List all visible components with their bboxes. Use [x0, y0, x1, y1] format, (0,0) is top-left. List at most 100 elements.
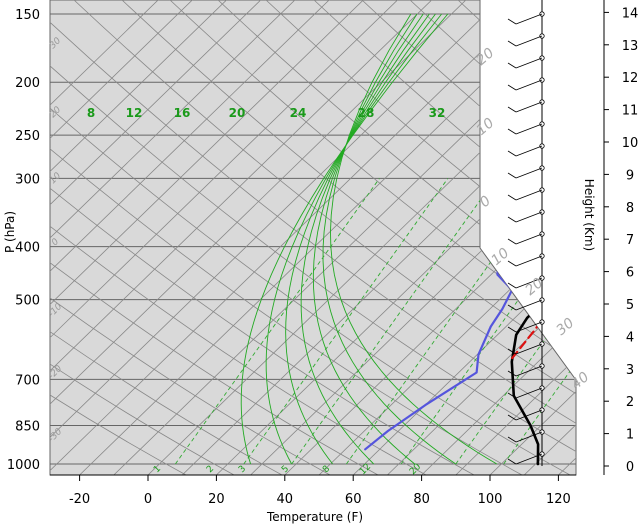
mixing-ratio-line — [345, 178, 551, 465]
dry-adiabat — [50, 0, 523, 475]
dry-adiabat — [265, 0, 576, 475]
wind-barb-flag — [507, 172, 517, 179]
wind-barb — [515, 343, 543, 355]
wind-barb — [515, 299, 543, 311]
isotherm-line — [50, 0, 312, 475]
x-tick-label: 80 — [413, 492, 430, 507]
x-tick-label: -20 — [69, 492, 90, 507]
dry-adiabat — [50, 0, 427, 475]
pressure-tick-label: 300 — [15, 172, 40, 187]
wind-barb — [515, 123, 543, 135]
mixing-ratio-small-label: 3 — [237, 464, 248, 475]
x-tick-label: 0 — [144, 492, 152, 507]
height-tick-label: 12 — [622, 71, 639, 86]
isotherm-line — [50, 0, 380, 475]
height-tick-label: 3 — [626, 363, 634, 378]
dry-adiabat — [361, 0, 576, 475]
pressure-tick-label: 850 — [15, 419, 40, 434]
wind-barb-flag — [507, 436, 517, 443]
dry-adiabat — [121, 0, 576, 475]
height-tick-label: 1 — [626, 428, 634, 443]
height-tick-label: 4 — [626, 330, 634, 345]
dry-adiabat — [50, 0, 235, 475]
wind-barb — [515, 145, 543, 157]
wind-barb-flag — [507, 370, 517, 377]
height-tick-label: 9 — [626, 168, 634, 183]
wind-barbs — [507, 0, 545, 466]
wind-barb-flag — [507, 326, 517, 333]
isotherm-line — [50, 0, 517, 475]
wind-barb — [515, 79, 543, 91]
wind-barb — [515, 57, 543, 69]
mixing-ratio-small-label: 1 — [152, 464, 163, 475]
wind-barb — [515, 431, 543, 443]
height-tick-label: 13 — [622, 39, 639, 54]
mixing-ratio-line — [174, 178, 380, 465]
moist-adiabat — [330, 13, 498, 465]
isotherm-line — [113, 0, 576, 475]
moist-adiabat — [300, 13, 430, 465]
isotherm-line — [387, 0, 576, 475]
wind-barb-flag — [507, 150, 517, 157]
mixing-ratio-line — [400, 178, 576, 465]
wind-barb-flag — [507, 282, 517, 289]
x-tick-label: 60 — [345, 492, 362, 507]
height-tick-label: 10 — [622, 136, 639, 151]
wind-barb — [515, 277, 543, 289]
wind-barb — [515, 365, 543, 377]
isotherm-line — [50, 0, 414, 475]
isotherm-line — [50, 0, 449, 475]
wind-barb — [515, 233, 543, 245]
wind-barb-flag — [507, 106, 517, 113]
wind-barb-flag — [507, 414, 517, 421]
dry-adiabat — [50, 0, 475, 475]
wind-barb — [515, 255, 543, 267]
isotherm-line — [50, 0, 346, 475]
height-tick-label: 8 — [626, 201, 634, 216]
wind-barb-flag — [507, 62, 517, 69]
pressure-tick-label: 400 — [15, 241, 40, 256]
dry-adiabat — [50, 0, 576, 475]
dry-adiabat — [50, 0, 283, 475]
y-axis-title: P (hPa) — [3, 211, 17, 253]
wind-barb-flag — [507, 348, 517, 355]
pressure-tick-label: 700 — [15, 373, 40, 388]
isotherm-line — [50, 0, 243, 475]
wind-dot — [539, 253, 545, 259]
dry-adiabat — [73, 0, 576, 475]
wind-barb — [515, 321, 543, 333]
mixing-ratio-line — [291, 178, 497, 465]
dry-adiabat — [313, 0, 576, 475]
dry-adiabat — [50, 0, 571, 475]
wind-barb — [515, 189, 543, 201]
isotherm-line — [50, 0, 551, 475]
wind-barb-flag — [507, 238, 517, 245]
mixing-ratio-label: 20 — [229, 106, 246, 120]
wind-barb-flag — [507, 304, 517, 311]
moist-adiabat — [265, 13, 442, 465]
height-tick-label: 2 — [626, 395, 634, 410]
wind-barb — [515, 35, 543, 47]
wind-barb-flag — [507, 194, 517, 201]
isotherm-line — [181, 0, 576, 475]
moist-adiabat — [312, 13, 424, 465]
isotherm-line — [318, 0, 576, 475]
moist-adiabat — [240, 13, 449, 465]
height-tick-label: 6 — [626, 266, 634, 281]
mixing-ratio-line — [243, 178, 449, 465]
isotherm-line — [147, 0, 576, 475]
dry-adiabat — [50, 0, 331, 475]
x-axis-title: Temperature (F) — [266, 510, 363, 524]
wind-barb-flag — [507, 40, 517, 47]
dry-adiabat-label: 30 — [553, 315, 577, 339]
wind-barb — [515, 13, 543, 25]
mixing-ratio-line — [503, 178, 576, 465]
wind-barb-flag — [507, 260, 517, 267]
x-tick-label: 120 — [546, 492, 571, 507]
x-tick-label: 40 — [277, 492, 294, 507]
wind-barb-flag — [507, 128, 517, 135]
mixing-ratio-label: 16 — [174, 106, 191, 120]
x-tick-label: 100 — [478, 492, 503, 507]
mixing-ratio-label: 12 — [126, 106, 143, 120]
